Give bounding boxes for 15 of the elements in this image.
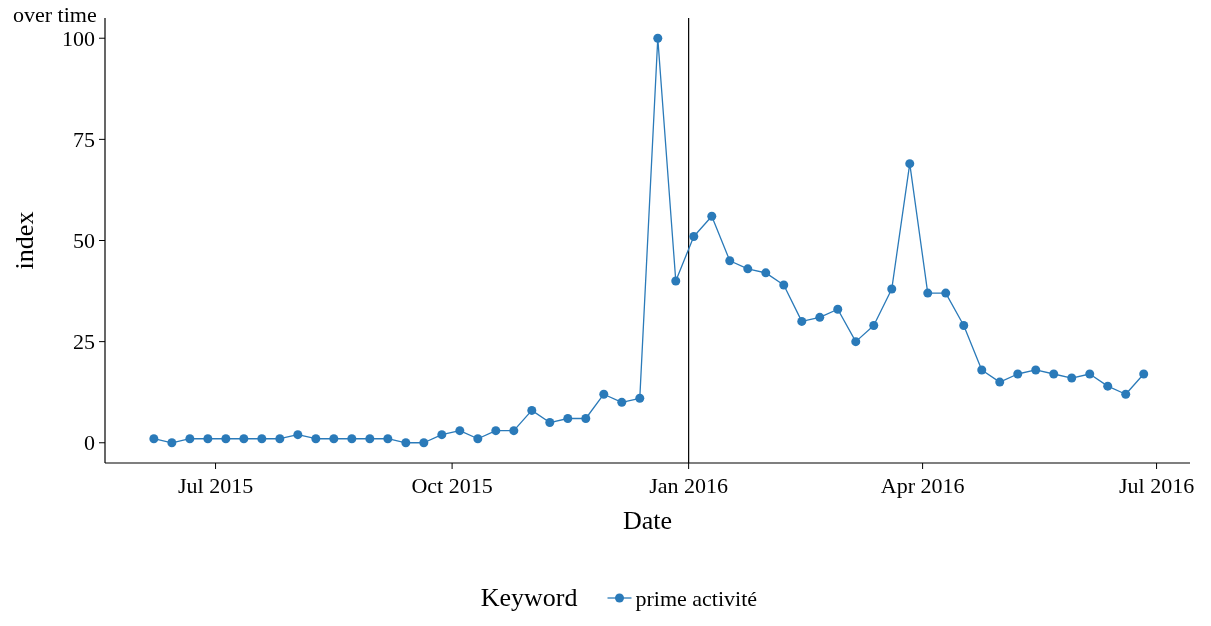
y-tick-label: 75 [73, 127, 95, 153]
x-tick-label: Jul 2015 [177, 473, 254, 498]
legend-label: prime activité [635, 585, 758, 611]
x-tick-label: Oct 2015 [411, 473, 493, 498]
x-tick-label: Jul 2016 [1118, 473, 1195, 498]
x-tick-label: Jan 2016 [649, 473, 729, 498]
y-tick-label: 25 [73, 329, 95, 355]
y-axis-title: index [10, 211, 39, 270]
y-tick-label: 50 [73, 228, 95, 254]
chart-title: over time [13, 2, 97, 27]
y-tick-label: 100 [62, 25, 95, 51]
legend-title: Keyword [480, 583, 578, 612]
x-axis-title: Date [622, 506, 673, 535]
y-tick-label: 0 [84, 430, 95, 456]
x-tick-label: Apr 2016 [880, 473, 965, 498]
